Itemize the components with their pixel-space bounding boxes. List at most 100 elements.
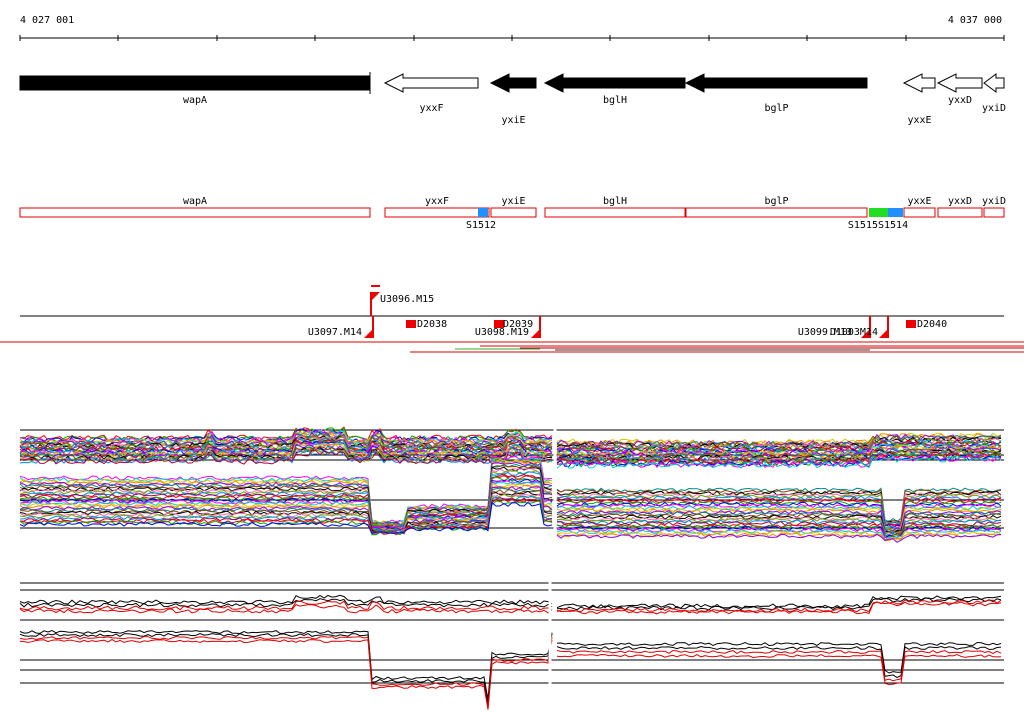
tu-box-wapA (19, 207, 371, 218)
gene-label-bglH: bglH (603, 95, 627, 106)
tu-label-yxxE: yxxE (907, 196, 931, 207)
expression-profile-plus (19, 447, 553, 463)
expression-profile-minus (19, 477, 553, 530)
expression-profile-minus (556, 492, 1002, 524)
sigma-label-S1514: S1514 (878, 220, 908, 231)
selected-profile-minus (556, 645, 1002, 678)
gene-arrow-bglH (543, 73, 686, 93)
tu-label-yxxF: yxxF (425, 196, 449, 207)
downshift-marker-D2038 (406, 320, 416, 328)
expression-profile-minus (19, 484, 553, 532)
expression-profile-minus (20, 497, 553, 535)
expression-profile-plus (19, 437, 553, 453)
reads-track (0, 341, 1024, 353)
expression-profile-minus (556, 500, 1002, 528)
expression-profile-minus (556, 533, 1002, 543)
downshift-marker-D2039 (494, 320, 504, 328)
expression-profile-minus (19, 473, 553, 529)
selected-profile-plus (556, 599, 1002, 613)
gene-label-bglP: bglP (764, 103, 788, 114)
selected-profile-minus (19, 632, 553, 705)
expression-profile-minus (556, 505, 1002, 530)
gene-label-yxiE: yxiE (501, 115, 525, 126)
expression-panels (19, 425, 1004, 710)
downshift-label-D2038: D2038 (417, 319, 447, 330)
tu-box-bglH (544, 207, 686, 218)
gene-arrow-wapA (19, 75, 371, 91)
selected-profile-plus (556, 595, 1002, 609)
tu-box-yxiD (983, 207, 1005, 218)
expression-profile-minus (556, 527, 1002, 540)
expression-profile-minus (556, 514, 1002, 534)
sigma-label-S1515: S1515 (848, 220, 878, 231)
upshift-flag-D1003M14 (879, 329, 888, 338)
expression-profile-minus (556, 512, 1002, 534)
selected-profile-minus (19, 638, 553, 710)
expression-profile-minus (556, 503, 1002, 529)
selected-profile-minus (556, 653, 1002, 686)
tu-box-yxiE (490, 207, 537, 218)
start-coordinate: 4 027 001 (20, 15, 74, 26)
expression-profile-minus (19, 492, 553, 534)
gene-label-yxxF: yxxF (419, 103, 443, 114)
expression-profile-minus (556, 489, 1002, 524)
expression-profile-minus (556, 529, 1002, 541)
gene-arrow-yxiD (983, 73, 1005, 93)
expression-profile-minus (556, 501, 1002, 529)
gene-label-yxxE: yxxE (907, 115, 931, 126)
expression-profile-minus (19, 495, 553, 535)
transcription-unit-track: wapA yxxF yxiE bglH bglP yxxE yxxD yxiD S1512 S15… (19, 196, 1006, 231)
expression-profile-minus (557, 516, 1002, 535)
tu-label-bglP: bglP (764, 196, 788, 207)
gene-label-yxxD: yxxD (948, 95, 972, 106)
selected-profile-plus (556, 601, 1002, 615)
downshift-label-D2040: D2040 (917, 319, 947, 330)
selected-profile-minus (19, 636, 553, 708)
expression-profile-minus (556, 511, 1002, 533)
selected-profile-plus (19, 594, 553, 605)
expression-profile-plus (19, 449, 553, 465)
tu-label-yxiD: yxiD (982, 196, 1006, 207)
selected-profile-plus (19, 600, 553, 611)
tu-label-yxiE: yxiE (501, 196, 525, 207)
selected-profile-plus (19, 598, 553, 608)
downshift-label-D2039: D2039 (503, 319, 533, 330)
ruler-ticks (19, 35, 1005, 41)
expression-profile-plus (556, 448, 1002, 463)
upshift-label-U3099.M13: U3099.M13 (798, 327, 852, 338)
sigma-site-S1514 (888, 208, 903, 217)
sigma-site-S1515 (869, 208, 888, 217)
expression-profile-plus (556, 440, 1002, 454)
upshift-flag-U3098.M19 (531, 329, 540, 338)
upshift-flag-U3099.M13 (861, 329, 870, 338)
selected-profile-minus (556, 641, 1002, 674)
upshift-label-U3098.M19: U3098.M19 (475, 327, 529, 338)
gene-label-yxiD: yxiD (982, 103, 1006, 114)
expression-profile-plus (556, 455, 1002, 469)
gene-arrow-yxxF (383, 73, 479, 93)
expression-profile-minus (556, 509, 1002, 533)
tu-box-yxxD (937, 207, 983, 218)
expression-profile-minus (19, 461, 553, 527)
expression-profile-minus (556, 498, 1002, 527)
expression-profile-minus (19, 469, 553, 527)
upshift-label-D1003M14: D1003M14 (830, 327, 878, 338)
end-coordinate: 4 037 000 (948, 15, 1002, 26)
upshift-label-U3096.M15: U3096.M15 (380, 294, 434, 305)
expression-profile-minus (19, 466, 553, 528)
gene-arrow-yxxD (936, 73, 983, 93)
expression-profile-minus (19, 501, 553, 534)
sigma-label-S1512: S1512 (466, 220, 496, 231)
selected-profile-plus (556, 597, 1002, 611)
expression-profile-minus (556, 521, 1002, 537)
expression-profile-minus (19, 458, 553, 526)
gene-arrow-bglP (684, 73, 868, 93)
expression-profile-plus (19, 432, 553, 448)
expression-profile-minus (556, 495, 1002, 525)
upshift-label-U3097.M14: U3097.M14 (308, 327, 362, 338)
gene-arrow-yxxE (902, 73, 936, 93)
upshift-flag-U3096.M15 (371, 292, 380, 301)
sigma-site-S1512 (478, 208, 488, 217)
selected-profile-plus (19, 604, 553, 614)
